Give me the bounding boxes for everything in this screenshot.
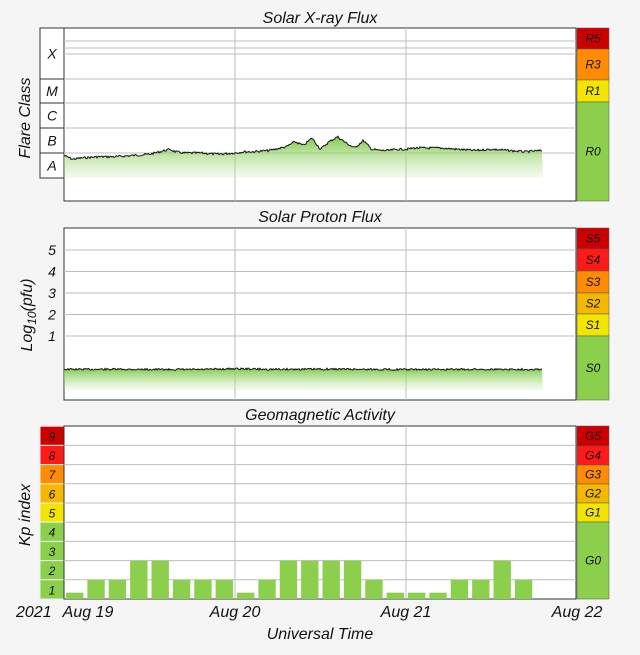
kp-bar [450,579,469,599]
kp-label-9: 9 [49,430,56,444]
kp-bar [493,560,511,599]
kp-bars [66,560,533,599]
proton-ylabel: Log10(pfu) [19,279,39,352]
geomag-plot-area [63,425,577,600]
flare-class-box [39,27,65,80]
xray-title: Solar X-ray Flux [263,10,379,27]
kp-label-6: 6 [49,487,56,501]
x-day-label: Aug 21 [380,604,432,621]
kp-bar [322,560,340,599]
scale-label-s5: S5 [586,232,601,246]
kp-label-4: 4 [49,526,56,540]
kp-bar [365,579,383,599]
scale-label-s3: S3 [586,275,601,289]
scale-label-s2: S2 [586,297,601,311]
radio-blackout-scale: R5 R3 R1 R0 [576,27,610,202]
proton-ylabel-sub: 10 [25,311,39,325]
proton-ytick-2: 2 [47,307,56,323]
scale-label-g1: G1 [585,506,601,520]
kp-bar [258,579,276,599]
flare-class-label-m: M [46,83,58,99]
scale-label-g5: G5 [585,429,601,443]
proton-ytick-3: 3 [48,285,56,301]
proton-ytick-1: 1 [48,328,56,344]
scale-label-g3: G3 [585,468,601,482]
proton-grid [64,228,576,400]
scale-label-g2: G2 [585,487,601,501]
proton-ytick-5: 5 [48,242,56,258]
kp-bar [237,592,255,599]
kp-bar [194,579,212,599]
x-day-label: Aug 19 [62,604,114,621]
x-day-label: Aug 22 [551,604,603,621]
kp-label-1: 1 [49,583,56,597]
geomag-ylabel: Kp index [17,483,34,546]
kp-bar [108,579,127,599]
scale-label-r5: R5 [585,32,601,46]
kp-bar [66,592,84,599]
kp-bar [215,579,233,599]
xray-ylabel: Flare Class [17,78,34,159]
scale-label-s4: S4 [586,253,601,267]
proton-flux-area [64,367,543,390]
kp-bar [151,560,169,599]
proton-flux-line [63,367,543,372]
kp-bar [472,579,490,599]
flare-class-box [39,152,65,179]
scale-band-g0 [576,521,610,600]
geomag-title: Geomagnetic Activity [245,407,396,424]
xray-flux-line [63,135,543,161]
geomagnetic-storm-scale: G5 G4 G3 G2 G1 G0 [576,425,610,600]
kp-label-8: 8 [49,449,56,463]
kp-bar [514,579,533,599]
kp-bar [429,592,447,599]
kp-bar [130,560,148,599]
kp-bar [301,560,319,599]
kp-bar [87,579,105,599]
xray-flux-area [64,136,543,178]
kp-bar [343,560,362,599]
scale-label-r0: R0 [585,145,601,159]
kp-label-7: 7 [49,468,57,482]
kp-label-5: 5 [49,507,56,521]
kp-bar [172,579,191,599]
x-day-label: Aug 20 [209,604,261,621]
proton-ytick-4: 4 [48,264,56,280]
flare-class-label-a: A [46,158,56,174]
kp-label-2: 2 [48,564,56,578]
kp-bar [279,560,298,599]
radiation-storm-scale: S5 S4 S3 S2 S1 S0 [576,227,610,401]
proton-ylabel-base: Log [19,325,36,352]
flare-class-label-x: X [46,46,57,62]
scale-label-r1: R1 [585,84,600,98]
scale-band-s0 [576,335,610,401]
kp-index-boxes: 9 8 7 6 5 4 3 2 1 [39,425,65,600]
kp-bar [408,592,426,599]
kp-bar [386,592,404,599]
proton-yticks: 5 4 3 2 1 [47,242,56,344]
x-axis-day-labels: Aug 19 Aug 20 Aug 21 Aug 22 [62,604,603,621]
kp-label-3: 3 [49,545,56,559]
scale-label-s1: S1 [586,318,601,332]
scale-label-s0: S0 [586,361,601,375]
geomag-grid [64,426,576,599]
proton-title: Solar Proton Flux [258,209,383,226]
flare-class-label-b: B [47,133,56,149]
scale-band-r3 [576,48,610,81]
x-axis-year: 2021 [15,604,52,621]
scale-label-g0: G0 [585,554,601,568]
x-axis-label: Universal Time [267,626,374,643]
scale-band-r0 [576,101,610,202]
flare-class-label-c: C [47,108,58,124]
scale-label-g4: G4 [585,449,601,463]
proton-ylabel-rest: (pfu) [19,279,36,312]
scale-label-r3: R3 [585,58,601,72]
